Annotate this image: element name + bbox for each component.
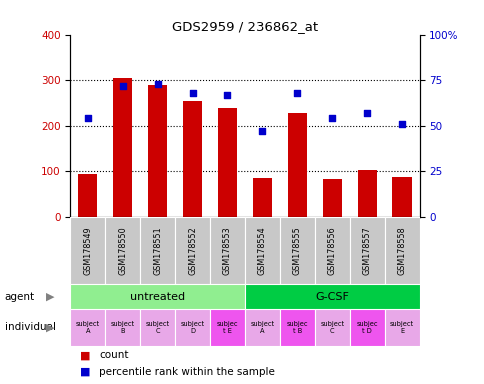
- Text: G-CSF: G-CSF: [315, 291, 348, 302]
- Bar: [287, 113, 306, 217]
- Bar: [252, 178, 272, 217]
- Bar: [140, 309, 175, 346]
- Bar: [78, 174, 97, 217]
- Text: subject
C: subject C: [319, 321, 344, 334]
- Bar: [244, 217, 279, 284]
- Text: untreated: untreated: [130, 291, 185, 302]
- Bar: [217, 108, 237, 217]
- Text: subjec
t E: subjec t E: [216, 321, 238, 334]
- Text: GSM178553: GSM178553: [223, 226, 231, 275]
- Text: GSM178551: GSM178551: [153, 226, 162, 275]
- Text: GSM178555: GSM178555: [292, 226, 301, 275]
- Bar: [70, 309, 105, 346]
- Bar: [357, 170, 376, 217]
- Point: [258, 128, 266, 134]
- Text: GSM178556: GSM178556: [327, 226, 336, 275]
- Text: GSM178558: GSM178558: [397, 226, 406, 275]
- Bar: [175, 309, 210, 346]
- Bar: [210, 217, 244, 284]
- Point: [84, 116, 91, 122]
- Text: subjec
t D: subjec t D: [356, 321, 377, 334]
- Bar: [105, 217, 140, 284]
- Bar: [392, 177, 411, 217]
- Bar: [244, 284, 419, 309]
- Point: [223, 92, 231, 98]
- Point: [363, 110, 370, 116]
- Text: subject
A: subject A: [76, 321, 100, 334]
- Text: individual: individual: [5, 322, 56, 333]
- Text: ▶: ▶: [46, 322, 55, 333]
- Bar: [70, 217, 105, 284]
- Point: [188, 90, 196, 96]
- Text: subjec
t B: subjec t B: [286, 321, 307, 334]
- Text: ■: ■: [80, 367, 91, 377]
- Bar: [70, 284, 244, 309]
- Bar: [279, 309, 314, 346]
- Text: GSM178557: GSM178557: [362, 226, 371, 275]
- Bar: [175, 217, 210, 284]
- Bar: [140, 217, 175, 284]
- Bar: [148, 85, 167, 217]
- Bar: [349, 217, 384, 284]
- Text: subject
B: subject B: [110, 321, 135, 334]
- Bar: [182, 101, 202, 217]
- Bar: [105, 309, 140, 346]
- Bar: [314, 217, 349, 284]
- Text: ▶: ▶: [46, 291, 55, 302]
- Text: percentile rank within the sample: percentile rank within the sample: [99, 367, 275, 377]
- Text: GSM178554: GSM178554: [257, 226, 266, 275]
- Bar: [279, 217, 314, 284]
- Text: count: count: [99, 350, 129, 361]
- Bar: [322, 179, 341, 217]
- Text: GSM178549: GSM178549: [83, 226, 92, 275]
- Point: [397, 121, 405, 127]
- Title: GDS2959 / 236862_at: GDS2959 / 236862_at: [171, 20, 318, 33]
- Bar: [113, 78, 132, 217]
- Bar: [384, 217, 419, 284]
- Bar: [384, 309, 419, 346]
- Text: subject
A: subject A: [250, 321, 274, 334]
- Bar: [349, 309, 384, 346]
- Point: [328, 116, 335, 122]
- Point: [153, 81, 161, 87]
- Text: subject
E: subject E: [389, 321, 413, 334]
- Bar: [210, 309, 244, 346]
- Text: subject
D: subject D: [180, 321, 204, 334]
- Point: [293, 90, 301, 96]
- Text: GSM178550: GSM178550: [118, 226, 127, 275]
- Text: ■: ■: [80, 350, 91, 361]
- Bar: [244, 309, 279, 346]
- Point: [119, 83, 126, 89]
- Text: GSM178552: GSM178552: [188, 226, 197, 275]
- Text: subject
C: subject C: [145, 321, 169, 334]
- Bar: [314, 309, 349, 346]
- Text: agent: agent: [5, 291, 35, 302]
